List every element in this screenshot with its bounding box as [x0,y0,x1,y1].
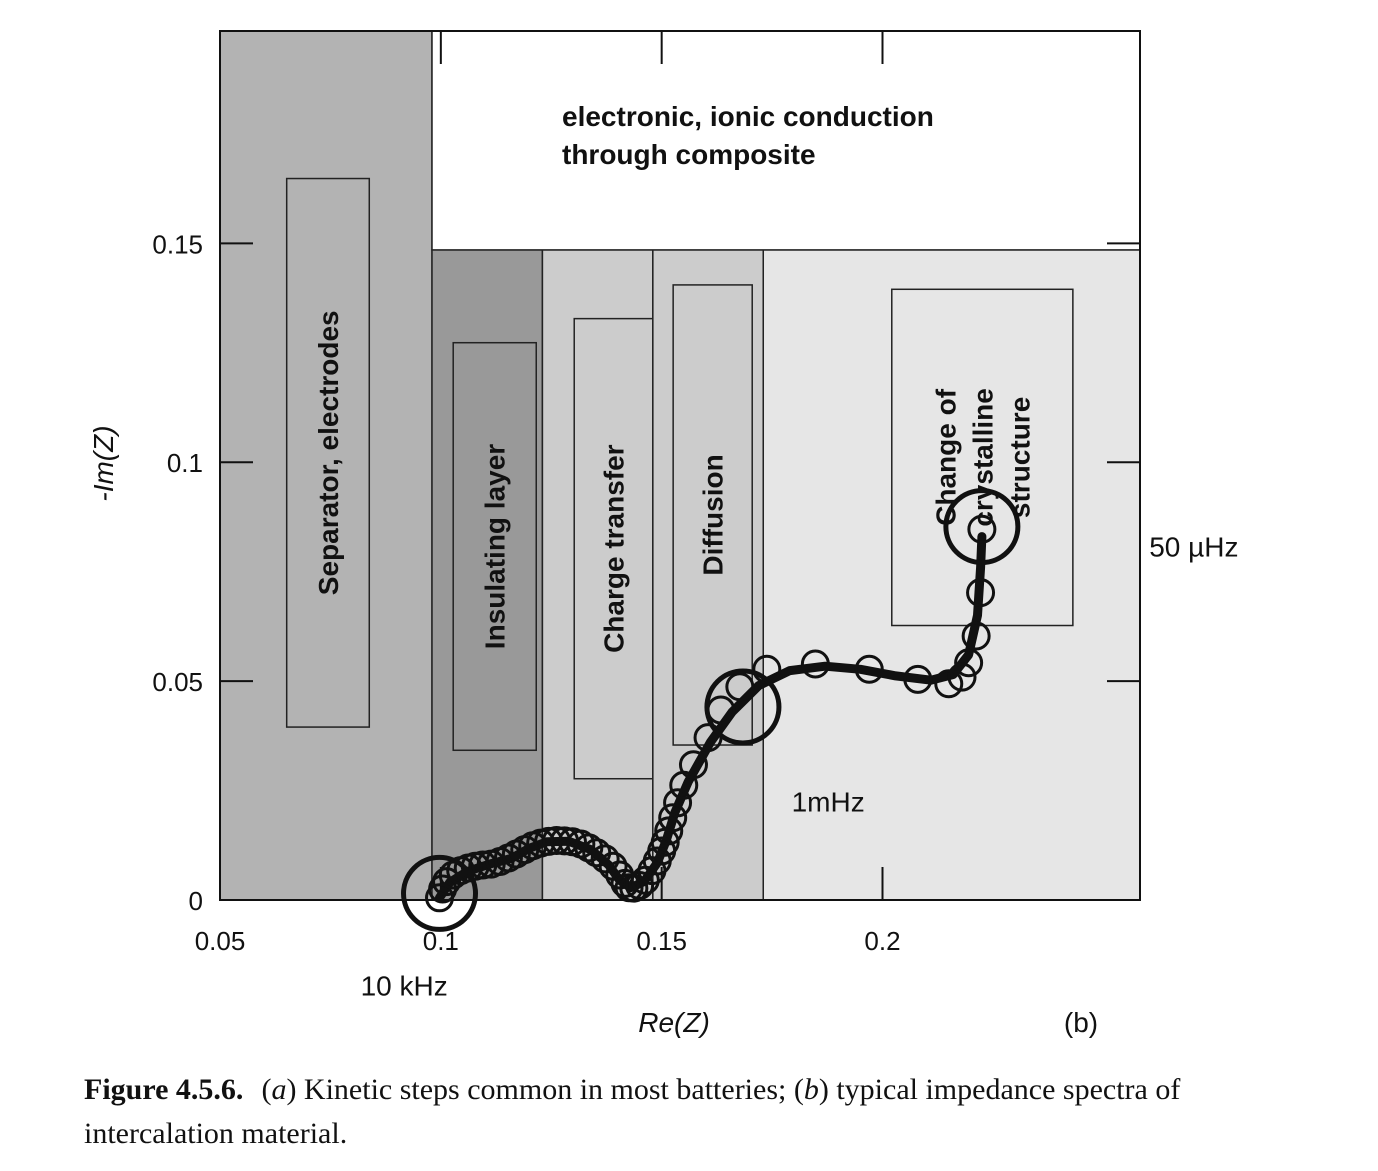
region-conduction [431,30,1141,251]
impedance-chart: Separator, electrodes Insulating layer Cha… [88,30,1239,1038]
region-label-insulating-layer: Insulating layer [480,444,511,649]
region-label-separator: Separator, electrodes [313,310,344,595]
y-tick-label: 0.15 [152,229,203,259]
figure-caption: Figure 4.5.6. (a) Kinetic steps common in… [84,1068,1314,1156]
label-10khz: 10 kHz [361,970,448,1001]
data-point [590,844,620,874]
axis-ticks: 0.05 0.1 0.15 0.200.050.10.15 [152,31,1140,956]
region-separator [219,30,433,901]
region-box-insulating-layer [452,341,537,752]
caption-part: ( [261,1073,272,1106]
data-point [903,664,933,694]
x-axis-title: Re(Z) [638,1007,710,1038]
chart-labels: 10 kHz 1mHz 50 µHz [361,531,1239,1001]
region-label-diffusion: Diffusion [698,454,729,575]
fit-line [435,532,987,903]
data-point [574,833,604,863]
data-point [663,788,693,818]
data-point [854,654,884,684]
data-point [654,816,684,846]
frequency-marker [401,854,479,932]
data-point [658,803,688,833]
region-label-crystalline-structure: Change of crystalline structure [930,388,1035,527]
region-label-line: through composite [562,139,816,170]
y-tick-label: 0.1 [167,448,203,478]
label-50uhz: 50 µHz [1149,531,1238,562]
region-box-separator [285,177,371,728]
caption-italic-a: a [271,1073,287,1106]
region-charge-transfer [541,249,654,901]
plot-frame [219,30,1141,901]
data-point [725,672,755,702]
x-tick-label: 0.2 [864,926,900,956]
frequency-marker [943,488,1021,566]
region-label-charge-transfer: Charge transfer [599,444,630,653]
frequency-marker [704,668,782,746]
caption-part: ) typical impedance spectra of intercala… [84,1073,1181,1150]
data-point [961,621,991,651]
label-1mhz: 1mHz [792,786,865,817]
region-label-line: Charge transfer [599,444,630,653]
data-point [947,662,977,692]
data-point [678,750,708,780]
figure-number: Figure 4.5.6. [84,1073,244,1106]
data-point [966,578,996,608]
panel-label: (b) [1064,1007,1098,1038]
data-point [967,514,997,544]
caption-italic-b: b [803,1073,819,1106]
kinetic-regions: Separator, electrodes Insulating layer Cha… [219,30,1141,901]
data-point [800,649,830,679]
data-point [934,669,964,699]
region-label-line: electronic, ionic conduction [562,101,934,132]
region-label-line: structure [1004,397,1035,518]
region-label-line: crystalline [967,388,998,527]
region-label-line: Diffusion [698,454,729,575]
region-label-line: Separator, electrodes [313,310,344,595]
caption-part: ) Kinetic steps common in most batteries… [286,1073,804,1106]
region-label-line: Change of [930,388,961,526]
y-axis-title: -Im(Z) [88,425,119,501]
data-point [954,648,984,678]
x-tick-label: 0.15 [636,926,687,956]
y-tick-label: 0 [189,886,203,916]
y-tick-label: 0.05 [152,667,203,697]
region-label-line: Insulating layer [480,444,511,649]
x-tick-label: 0.05 [195,926,246,956]
impedance-series [401,488,1021,932]
